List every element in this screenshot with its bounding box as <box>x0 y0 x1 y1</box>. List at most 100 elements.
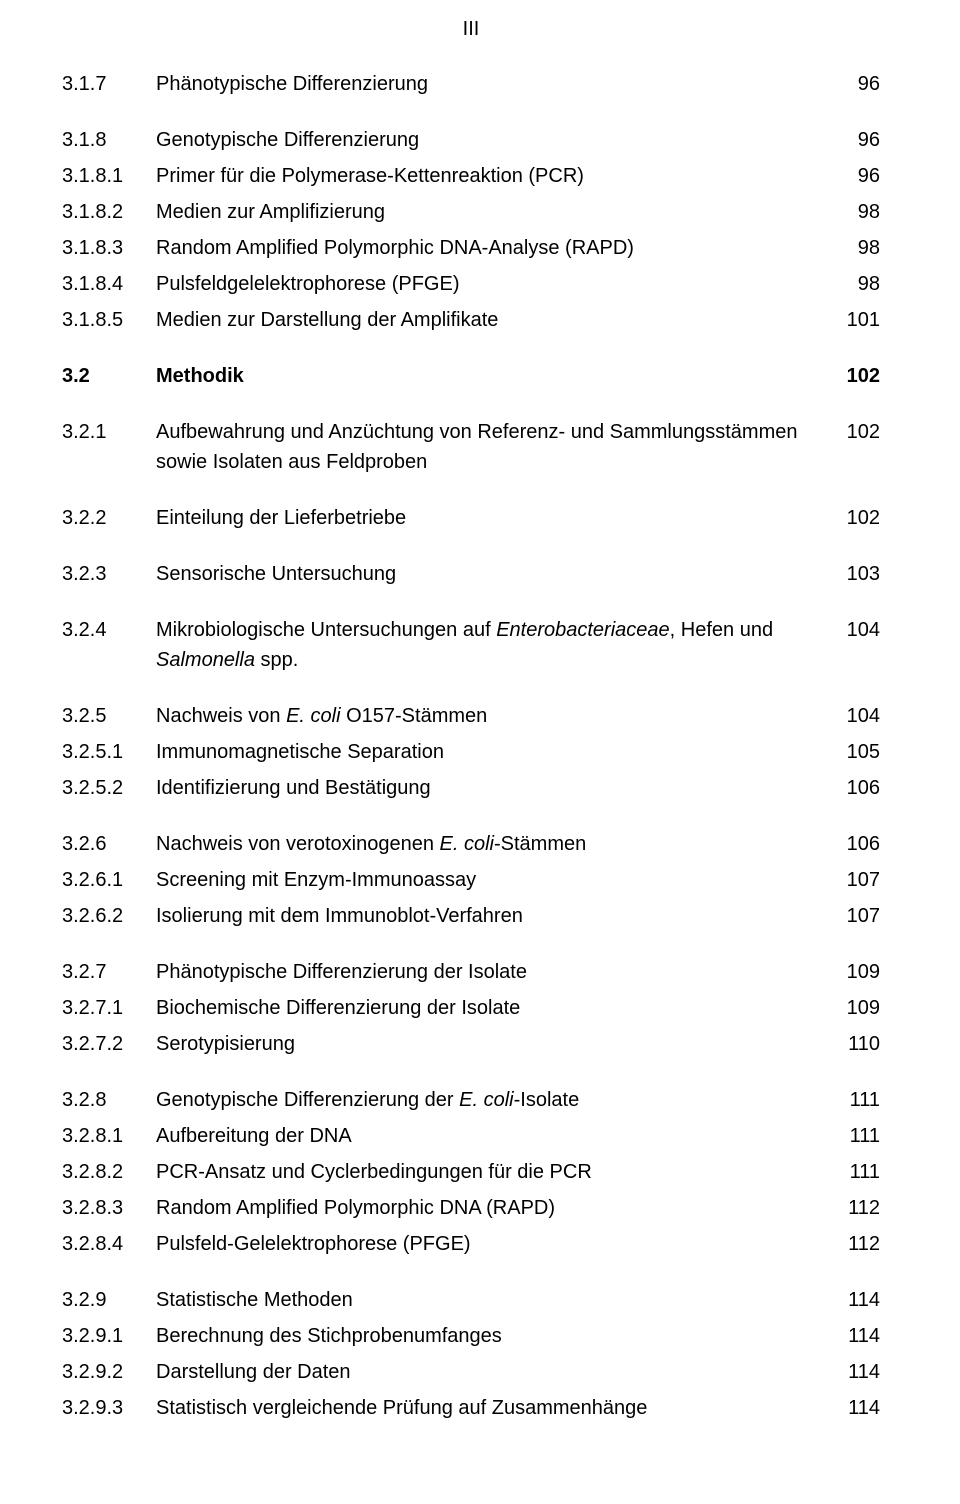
toc-entry: 3.1.8.4Pulsfeldgelelektrophorese (PFGE)9… <box>62 269 880 299</box>
toc-entry: 3.2.8.2PCR-Ansatz und Cyclerbedingungen … <box>62 1157 880 1187</box>
toc-entry-page: 96 <box>830 161 880 191</box>
toc-entry-number: 3.2.6.2 <box>62 901 156 931</box>
toc-group-gap <box>62 1065 880 1085</box>
toc-group-gap <box>62 937 880 957</box>
toc-entry: 3.1.8.1Primer für die Polymerase-Kettenr… <box>62 161 880 191</box>
toc-entry: 3.2Methodik102 <box>62 361 880 391</box>
toc-entry-number: 3.2.5 <box>62 701 156 731</box>
toc-entry-page: 98 <box>830 233 880 263</box>
toc-entry-title: Random Amplified Polymorphic DNA-Analyse… <box>156 233 830 263</box>
toc-entry-title: Genotypische Differenzierung <box>156 125 830 155</box>
toc-entry-page: 106 <box>830 773 880 803</box>
toc-entry-title: Darstellung der Daten <box>156 1357 830 1387</box>
toc-entry-page: 102 <box>830 417 880 447</box>
toc-entry-page: 109 <box>830 993 880 1023</box>
toc-entry-page: 105 <box>830 737 880 767</box>
toc-entry-title: Phänotypische Differenzierung <box>156 69 830 99</box>
toc-entry-title: Einteilung der Lieferbetriebe <box>156 503 830 533</box>
toc-entry-page: 102 <box>830 361 880 391</box>
toc-entry-number: 3.2.4 <box>62 615 156 645</box>
toc-entry: 3.2.9.2Darstellung der Daten114 <box>62 1357 880 1387</box>
toc-entry: 3.2.7.1Biochemische Differenzierung der … <box>62 993 880 1023</box>
toc-entry: 3.2.9.3Statistisch vergleichende Prüfung… <box>62 1393 880 1423</box>
toc-group-gap <box>62 397 880 417</box>
toc-entry-title: Statistische Methoden <box>156 1285 830 1315</box>
toc-entry-number: 3.1.8.4 <box>62 269 156 299</box>
toc-entry: 3.1.8.5Medien zur Darstellung der Amplif… <box>62 305 880 335</box>
toc-entry-page: 111 <box>830 1085 880 1115</box>
toc-entry: 3.1.8.3Random Amplified Polymorphic DNA-… <box>62 233 880 263</box>
toc-entry-title: Aufbewahrung und Anzüchtung von Referenz… <box>156 417 830 477</box>
document-page: III 3.1.7Phänotypische Differenzierung96… <box>0 0 960 1504</box>
toc-entry-title: Methodik <box>156 361 830 391</box>
toc-group-gap <box>62 483 880 503</box>
toc-entry-title: Berechnung des Stichprobenumfanges <box>156 1321 830 1351</box>
toc-entry-title: PCR-Ansatz und Cyclerbedingungen für die… <box>156 1157 830 1187</box>
toc-entry-page: 98 <box>830 269 880 299</box>
toc-entry-number: 3.1.8.5 <box>62 305 156 335</box>
toc-entry: 3.2.2Einteilung der Lieferbetriebe102 <box>62 503 880 533</box>
toc-entry-title: Pulsfeld-Gelelektrophorese (PFGE) <box>156 1229 830 1259</box>
toc-entry: 3.2.9.1Berechnung des Stichprobenumfange… <box>62 1321 880 1351</box>
toc-entry-page: 114 <box>830 1285 880 1315</box>
toc-entry-title: Nachweis von E. coli O157-Stämmen <box>156 701 830 731</box>
toc-entry-page: 104 <box>830 701 880 731</box>
toc-group-gap <box>62 341 880 361</box>
toc-entry-number: 3.2.8.3 <box>62 1193 156 1223</box>
toc-entry-number: 3.2.6 <box>62 829 156 859</box>
toc-entry-page: 102 <box>830 503 880 533</box>
toc-entry: 3.2.7.2Serotypisierung110 <box>62 1029 880 1059</box>
toc-entry-page: 111 <box>830 1121 880 1151</box>
toc-entry: 3.1.7Phänotypische Differenzierung96 <box>62 69 880 99</box>
toc-entry-page: 111 <box>830 1157 880 1187</box>
toc-entry-title: Random Amplified Polymorphic DNA (RAPD) <box>156 1193 830 1223</box>
toc-entry-number: 3.2.7.1 <box>62 993 156 1023</box>
toc-entry-page: 104 <box>830 615 880 645</box>
toc-entry: 3.2.5Nachweis von E. coli O157-Stämmen10… <box>62 701 880 731</box>
toc-entry-number: 3.1.8.2 <box>62 197 156 227</box>
toc-entry-page: 96 <box>830 125 880 155</box>
toc-entry-page: 110 <box>830 1029 880 1059</box>
toc-entry-number: 3.2.7 <box>62 957 156 987</box>
toc-entry-number: 3.2.8 <box>62 1085 156 1115</box>
toc-entry-title: Pulsfeldgelelektrophorese (PFGE) <box>156 269 830 299</box>
toc-entry-number: 3.2.5.2 <box>62 773 156 803</box>
toc-entry-title: Serotypisierung <box>156 1029 830 1059</box>
toc-entry-number: 3.2.5.1 <box>62 737 156 767</box>
toc-entry-title: Primer für die Polymerase-Kettenreaktion… <box>156 161 830 191</box>
toc-group-gap <box>62 1265 880 1285</box>
toc-entry: 3.2.5.2Identifizierung und Bestätigung10… <box>62 773 880 803</box>
toc-group-gap <box>62 809 880 829</box>
toc-entry-page: 107 <box>830 865 880 895</box>
toc-entry-number: 3.2.6.1 <box>62 865 156 895</box>
toc-entry: 3.2.7Phänotypische Differenzierung der I… <box>62 957 880 987</box>
toc-entry-number: 3.1.7 <box>62 69 156 99</box>
toc-entry-page: 112 <box>830 1193 880 1223</box>
toc-entry-number: 3.2.9.3 <box>62 1393 156 1423</box>
toc-entry-title: Biochemische Differenzierung der Isolate <box>156 993 830 1023</box>
table-of-contents: 3.1.7Phänotypische Differenzierung963.1.… <box>62 69 880 1423</box>
toc-entry-number: 3.2.2 <box>62 503 156 533</box>
toc-entry: 3.1.8.2Medien zur Amplifizierung98 <box>62 197 880 227</box>
toc-entry-page: 114 <box>830 1393 880 1423</box>
toc-entry: 3.2.3Sensorische Untersuchung103 <box>62 559 880 589</box>
toc-entry: 3.2.1Aufbewahrung und Anzüchtung von Ref… <box>62 417 880 477</box>
toc-entry: 3.2.4Mikrobiologische Untersuchungen auf… <box>62 615 880 675</box>
toc-entry-number: 3.2.1 <box>62 417 156 447</box>
toc-entry-page: 98 <box>830 197 880 227</box>
page-number: III <box>62 18 880 41</box>
toc-entry-title: Medien zur Amplifizierung <box>156 197 830 227</box>
toc-entry-title: Phänotypische Differenzierung der Isolat… <box>156 957 830 987</box>
toc-entry-title: Medien zur Darstellung der Amplifikate <box>156 305 830 335</box>
toc-entry-number: 3.1.8.1 <box>62 161 156 191</box>
toc-entry-title: Screening mit Enzym-Immunoassay <box>156 865 830 895</box>
toc-entry-page: 114 <box>830 1321 880 1351</box>
toc-entry-page: 106 <box>830 829 880 859</box>
toc-entry-page: 107 <box>830 901 880 931</box>
toc-entry-title: Immunomagnetische Separation <box>156 737 830 767</box>
toc-entry: 3.2.8.3Random Amplified Polymorphic DNA … <box>62 1193 880 1223</box>
toc-entry-number: 3.2.9.1 <box>62 1321 156 1351</box>
toc-entry-page: 114 <box>830 1357 880 1387</box>
toc-entry-title: Nachweis von verotoxinogenen E. coli-Stä… <box>156 829 830 859</box>
toc-entry-number: 3.2.9 <box>62 1285 156 1315</box>
